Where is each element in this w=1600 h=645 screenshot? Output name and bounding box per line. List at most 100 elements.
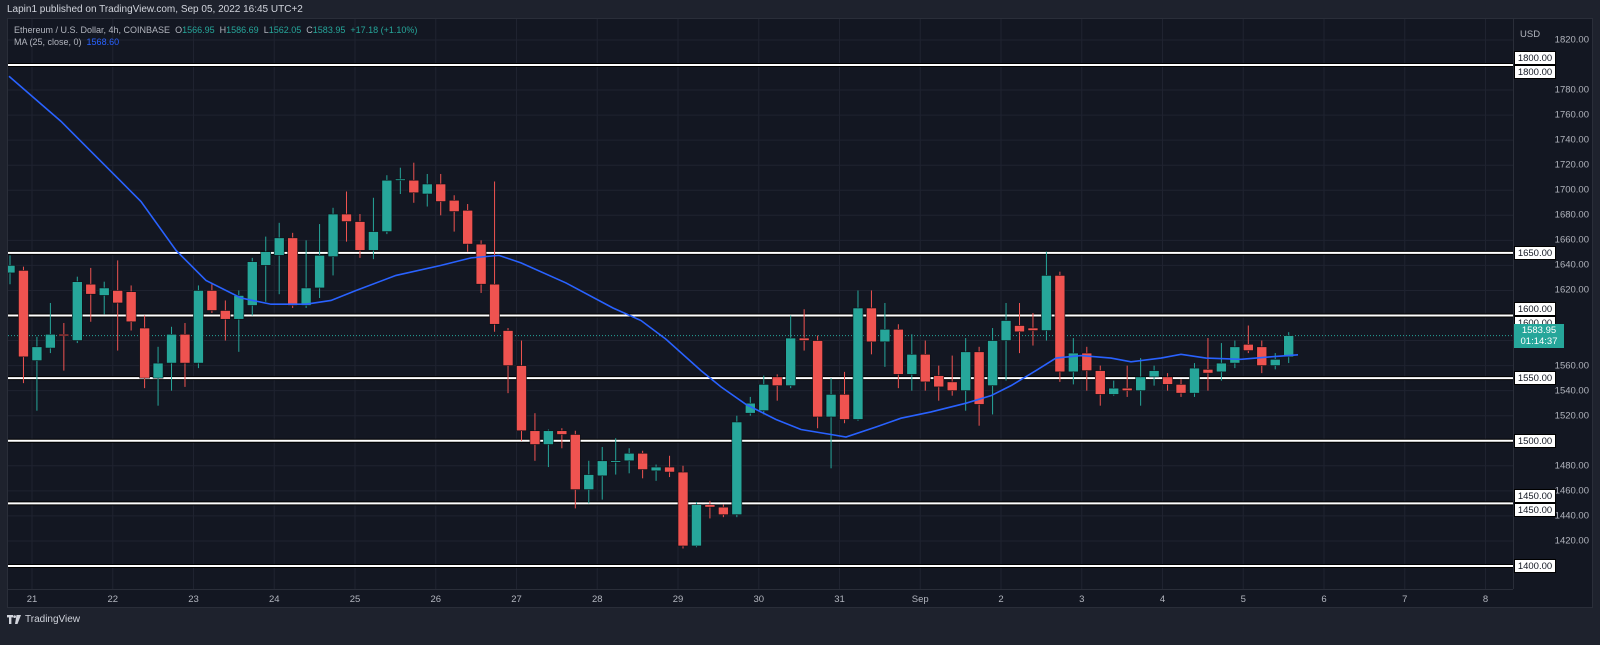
ma-value: 1568.60 <box>86 37 120 47</box>
candle <box>610 438 622 475</box>
price-tick: 1540.00 <box>1554 385 1589 397</box>
time-tick: 3 <box>1079 594 1085 605</box>
time-tick: 8 <box>1482 594 1489 605</box>
candle <box>45 302 56 354</box>
time-tick: Sep <box>911 594 929 605</box>
candle <box>112 260 123 351</box>
candle <box>570 430 581 509</box>
candle <box>919 340 931 391</box>
tradingview-logo: TradingView <box>7 614 80 625</box>
candle <box>98 281 110 315</box>
time-tick: 24 <box>268 594 280 605</box>
candle <box>1027 312 1039 346</box>
candle <box>758 375 770 415</box>
low-value: 1562.05 <box>268 25 302 35</box>
time-tick: 4 <box>1159 594 1166 605</box>
candle <box>1014 302 1025 354</box>
price-tick: 1680.00 <box>1554 209 1589 221</box>
candle <box>287 232 298 308</box>
candle <box>72 276 83 344</box>
ma-legend-row: MA (25, close, 0) 1568.60 <box>14 36 417 48</box>
price-pane[interactable]: Ethereum / U.S. Dollar, 4h, COINBASE O15… <box>8 19 1513 589</box>
candle <box>220 300 231 341</box>
time-tick: 27 <box>511 594 522 605</box>
candle <box>1054 271 1066 382</box>
candle <box>166 326 177 391</box>
candle <box>946 355 958 396</box>
candle <box>31 336 43 411</box>
chart-legend: Ethereum / U.S. Dollar, 4h, COINBASE O15… <box>14 24 417 48</box>
symbol-title: Ethereum / U.S. Dollar, 4h, COINBASE <box>14 25 171 35</box>
candle <box>960 338 971 411</box>
price-tick: 1760.00 <box>1554 109 1589 121</box>
price-tick: 1520.00 <box>1554 410 1589 422</box>
candle <box>193 285 204 369</box>
time-tick: 2 <box>998 594 1004 605</box>
candle <box>839 371 850 424</box>
last-price-value: 1583.95 <box>1521 324 1557 336</box>
candle <box>233 290 245 352</box>
candle <box>1162 373 1173 391</box>
level-price-label: 1400.00 <box>1514 559 1556 573</box>
candle <box>1216 343 1227 381</box>
price-tick: 1740.00 <box>1554 134 1589 146</box>
time-tick: 31 <box>834 594 845 605</box>
level-price-label: 1450.00 <box>1514 489 1556 504</box>
time-tick: 30 <box>753 594 765 605</box>
candle <box>125 285 137 331</box>
price-axis[interactable]: USD 1820.00 1780.00 1760.00 1740.00 1720.00 1… <box>1513 19 1593 589</box>
symbol-legend-row: Ethereum / U.S. Dollar, 4h, COINBASE O15… <box>14 24 417 36</box>
candle <box>1108 380 1120 396</box>
ma-label: MA (25, close, 0) <box>14 37 82 47</box>
price-tick: 1560.00 <box>1554 360 1589 372</box>
candle <box>489 181 500 332</box>
candle <box>1094 365 1106 406</box>
candle <box>1202 338 1214 391</box>
currency-label: USD <box>1520 29 1541 40</box>
candle <box>852 290 864 421</box>
candle <box>543 429 554 468</box>
candle <box>246 257 258 316</box>
price-tick: 1660.00 <box>1554 234 1589 246</box>
candle <box>8 255 16 285</box>
candle <box>583 460 595 504</box>
level-price-label: 1550.00 <box>1514 371 1556 386</box>
candlestick-chart[interactable] <box>8 19 1513 589</box>
candle <box>1229 340 1241 369</box>
candle <box>273 222 285 295</box>
price-tick: 1480.00 <box>1554 460 1589 472</box>
candle <box>718 504 729 518</box>
candle <box>1189 363 1200 397</box>
level-price-label: 1800.00 <box>1514 65 1556 79</box>
time-axis[interactable]: 21 22 23 24 25 26 27 28 29 30 31 Sep 2 3 4 5 6 7 8 <box>8 589 1513 608</box>
candles <box>8 162 1294 549</box>
candle <box>785 315 796 389</box>
candle <box>260 236 272 302</box>
candle <box>1000 302 1012 381</box>
candle <box>18 266 29 384</box>
candle <box>1135 358 1146 406</box>
candle <box>866 290 877 355</box>
candle <box>421 173 433 207</box>
chart-frame: Ethereum / U.S. Dollar, 4h, COINBASE O15… <box>7 18 1593 608</box>
candle <box>327 207 339 276</box>
candle <box>529 413 541 461</box>
close-value: 1583.95 <box>312 25 346 35</box>
candle <box>973 346 985 426</box>
candle <box>893 324 904 389</box>
time-tick: 5 <box>1240 594 1246 605</box>
candle <box>314 224 325 298</box>
last-price-badge: 1583.95 01:14:37 <box>1514 323 1564 348</box>
time-tick: 29 <box>672 594 684 605</box>
candle <box>1121 365 1133 397</box>
candle <box>1175 379 1187 397</box>
candle <box>987 328 998 415</box>
time-tick: 22 <box>107 594 119 605</box>
candle <box>664 455 675 478</box>
high-value: 1586.69 <box>226 25 259 35</box>
price-tick: 1620.00 <box>1554 284 1589 296</box>
candle <box>354 214 366 258</box>
horizontal-levels[interactable] <box>8 63 1513 568</box>
high-label: H <box>219 25 227 35</box>
price-tick: 1440.00 <box>1554 510 1589 522</box>
